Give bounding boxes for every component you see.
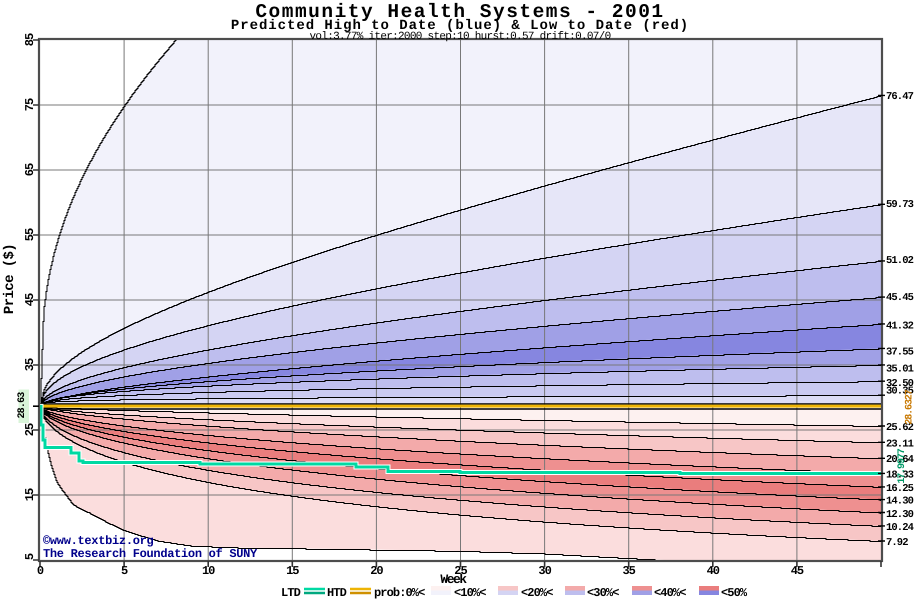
svg-text:5: 5 [23, 553, 37, 560]
svg-text:16.25: 16.25 [886, 483, 914, 495]
svg-text:25: 25 [454, 564, 467, 578]
svg-text:vol:3.77% iter:2000 step:10 hu: vol:3.77% iter:2000 step:10 hurst:0.57 d… [310, 31, 611, 43]
svg-text:40: 40 [707, 564, 720, 578]
svg-text:35: 35 [622, 564, 635, 578]
svg-text:28.6327: 28.6327 [905, 389, 916, 424]
svg-text:Price ($): Price ($) [2, 244, 18, 314]
svg-text:85: 85 [23, 33, 37, 46]
svg-text:17.9977: 17.9977 [897, 448, 908, 483]
svg-text:76.47: 76.47 [886, 91, 914, 103]
svg-text:10.24: 10.24 [886, 522, 914, 534]
svg-text:35.01: 35.01 [886, 363, 914, 375]
svg-text:25.62: 25.62 [886, 422, 914, 434]
svg-text:65: 65 [23, 163, 37, 176]
svg-text:15: 15 [286, 564, 299, 578]
svg-text:Community Health Systems - 200: Community Health Systems - 2001 [255, 1, 664, 23]
svg-text:20: 20 [370, 564, 383, 578]
svg-text:The Research Foundation of SUN: The Research Foundation of SUNY [43, 547, 258, 561]
svg-text:5: 5 [121, 564, 128, 578]
svg-text:<20%<: <20%< [521, 586, 553, 600]
svg-text:45: 45 [23, 293, 37, 306]
svg-text:75: 75 [23, 98, 37, 111]
svg-text:Predicted High to Date (blue): Predicted High to Date (blue) & Low to D… [231, 18, 689, 34]
svg-text:<40%<: <40%< [654, 586, 686, 600]
svg-text:55: 55 [23, 228, 37, 241]
svg-text:14.30: 14.30 [886, 495, 914, 507]
svg-text:20.64: 20.64 [886, 454, 914, 466]
svg-text:18.33: 18.33 [886, 469, 914, 481]
svg-text:15: 15 [23, 488, 37, 501]
svg-text:51.02: 51.02 [886, 255, 914, 267]
svg-text:41.32: 41.32 [886, 320, 914, 332]
svg-text:prob:0%<: prob:0%< [374, 586, 425, 600]
svg-text:10: 10 [202, 564, 215, 578]
svg-text:32.50: 32.50 [886, 378, 914, 390]
svg-text:LTD: LTD [281, 586, 301, 600]
svg-text:0: 0 [37, 564, 44, 578]
svg-text:<50%: <50% [721, 586, 748, 600]
svg-text:Week: Week [440, 572, 467, 587]
svg-text:©www.textbiz.org: ©www.textbiz.org [43, 534, 154, 548]
svg-text:HTD: HTD [327, 586, 347, 600]
svg-text:12.30: 12.30 [886, 509, 914, 521]
svg-text:59.73: 59.73 [886, 199, 914, 211]
svg-text:45.45: 45.45 [886, 292, 914, 304]
svg-text:<10%<: <10%< [454, 586, 486, 600]
svg-text:28.63: 28.63 [17, 392, 28, 419]
svg-text:35: 35 [23, 358, 37, 371]
svg-text:37.55: 37.55 [886, 346, 914, 358]
svg-text:45: 45 [791, 564, 804, 578]
svg-text:30: 30 [538, 564, 551, 578]
svg-text:30.35: 30.35 [886, 385, 914, 397]
svg-text:23.11: 23.11 [886, 438, 914, 450]
svg-text:7.92: 7.92 [886, 537, 908, 549]
svg-text:<30%<: <30%< [587, 586, 619, 600]
svg-text:25: 25 [23, 423, 37, 436]
